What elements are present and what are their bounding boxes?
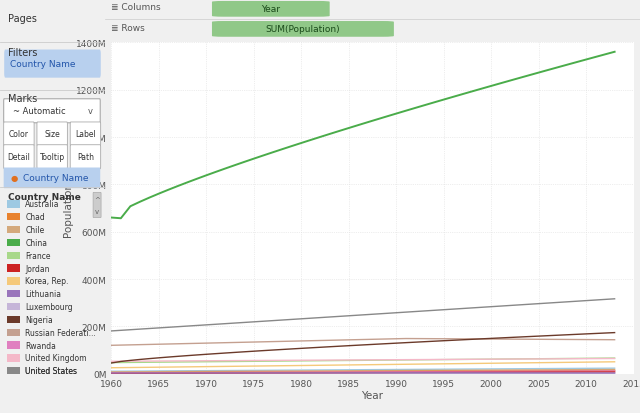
FancyBboxPatch shape (4, 100, 100, 123)
FancyBboxPatch shape (4, 168, 100, 189)
Text: Russian Federati...: Russian Federati... (25, 328, 96, 337)
Text: Pages: Pages (8, 14, 37, 24)
Text: Korea, Rep.: Korea, Rep. (25, 277, 68, 286)
Text: ^: ^ (94, 197, 100, 202)
FancyBboxPatch shape (37, 145, 67, 169)
Text: ≣ Rows: ≣ Rows (111, 24, 145, 33)
Text: Country Name: Country Name (23, 174, 88, 183)
FancyBboxPatch shape (7, 214, 20, 221)
Text: Chile: Chile (25, 225, 44, 235)
Text: United States: United States (25, 366, 77, 375)
Text: United States: United States (25, 366, 77, 375)
FancyBboxPatch shape (7, 278, 20, 285)
Text: Country Name: Country Name (8, 192, 81, 201)
FancyBboxPatch shape (7, 201, 20, 208)
FancyBboxPatch shape (7, 239, 20, 247)
Text: ≣ Columns: ≣ Columns (111, 3, 161, 12)
FancyBboxPatch shape (7, 367, 20, 375)
FancyBboxPatch shape (212, 22, 394, 38)
Text: v: v (95, 209, 99, 214)
FancyBboxPatch shape (7, 342, 20, 349)
Text: Label: Label (75, 130, 96, 139)
FancyBboxPatch shape (7, 290, 20, 298)
Text: Path: Path (77, 153, 94, 162)
Text: ●: ● (10, 174, 18, 183)
FancyBboxPatch shape (7, 265, 20, 272)
Text: v: v (88, 107, 93, 116)
Text: ~ Automatic: ~ Automatic (13, 107, 65, 116)
FancyBboxPatch shape (212, 2, 330, 18)
FancyBboxPatch shape (7, 354, 20, 362)
Text: France: France (25, 251, 51, 260)
Text: Filters: Filters (8, 47, 38, 57)
Text: Nigeria: Nigeria (25, 315, 53, 324)
FancyBboxPatch shape (7, 303, 20, 311)
FancyBboxPatch shape (7, 252, 20, 259)
Text: Rwanda: Rwanda (25, 341, 56, 350)
Text: United Kingdom: United Kingdom (25, 354, 86, 363)
FancyBboxPatch shape (4, 123, 34, 147)
Text: China: China (25, 238, 47, 247)
Text: Jordan: Jordan (25, 264, 50, 273)
Text: Marks: Marks (8, 94, 38, 104)
Text: Chad: Chad (25, 213, 45, 222)
FancyBboxPatch shape (4, 50, 100, 78)
Text: Color: Color (9, 130, 29, 139)
Text: Tooltip: Tooltip (40, 153, 65, 162)
Text: Year: Year (261, 5, 280, 14)
Y-axis label: Population: Population (63, 181, 73, 236)
X-axis label: Year: Year (362, 390, 383, 400)
FancyBboxPatch shape (7, 329, 20, 336)
Text: SUM(Population): SUM(Population) (266, 25, 340, 34)
FancyBboxPatch shape (70, 123, 100, 147)
FancyBboxPatch shape (7, 226, 20, 234)
FancyBboxPatch shape (7, 316, 20, 323)
Text: Australia: Australia (25, 200, 60, 209)
Text: Lithuania: Lithuania (25, 290, 61, 299)
FancyBboxPatch shape (70, 145, 100, 169)
Text: Size: Size (44, 130, 60, 139)
FancyBboxPatch shape (7, 367, 20, 375)
Text: Country Name: Country Name (10, 60, 76, 69)
Text: Luxembourg: Luxembourg (25, 302, 73, 311)
FancyBboxPatch shape (4, 145, 34, 169)
Text: Detail: Detail (8, 153, 30, 162)
FancyBboxPatch shape (37, 123, 67, 147)
FancyBboxPatch shape (93, 193, 101, 218)
